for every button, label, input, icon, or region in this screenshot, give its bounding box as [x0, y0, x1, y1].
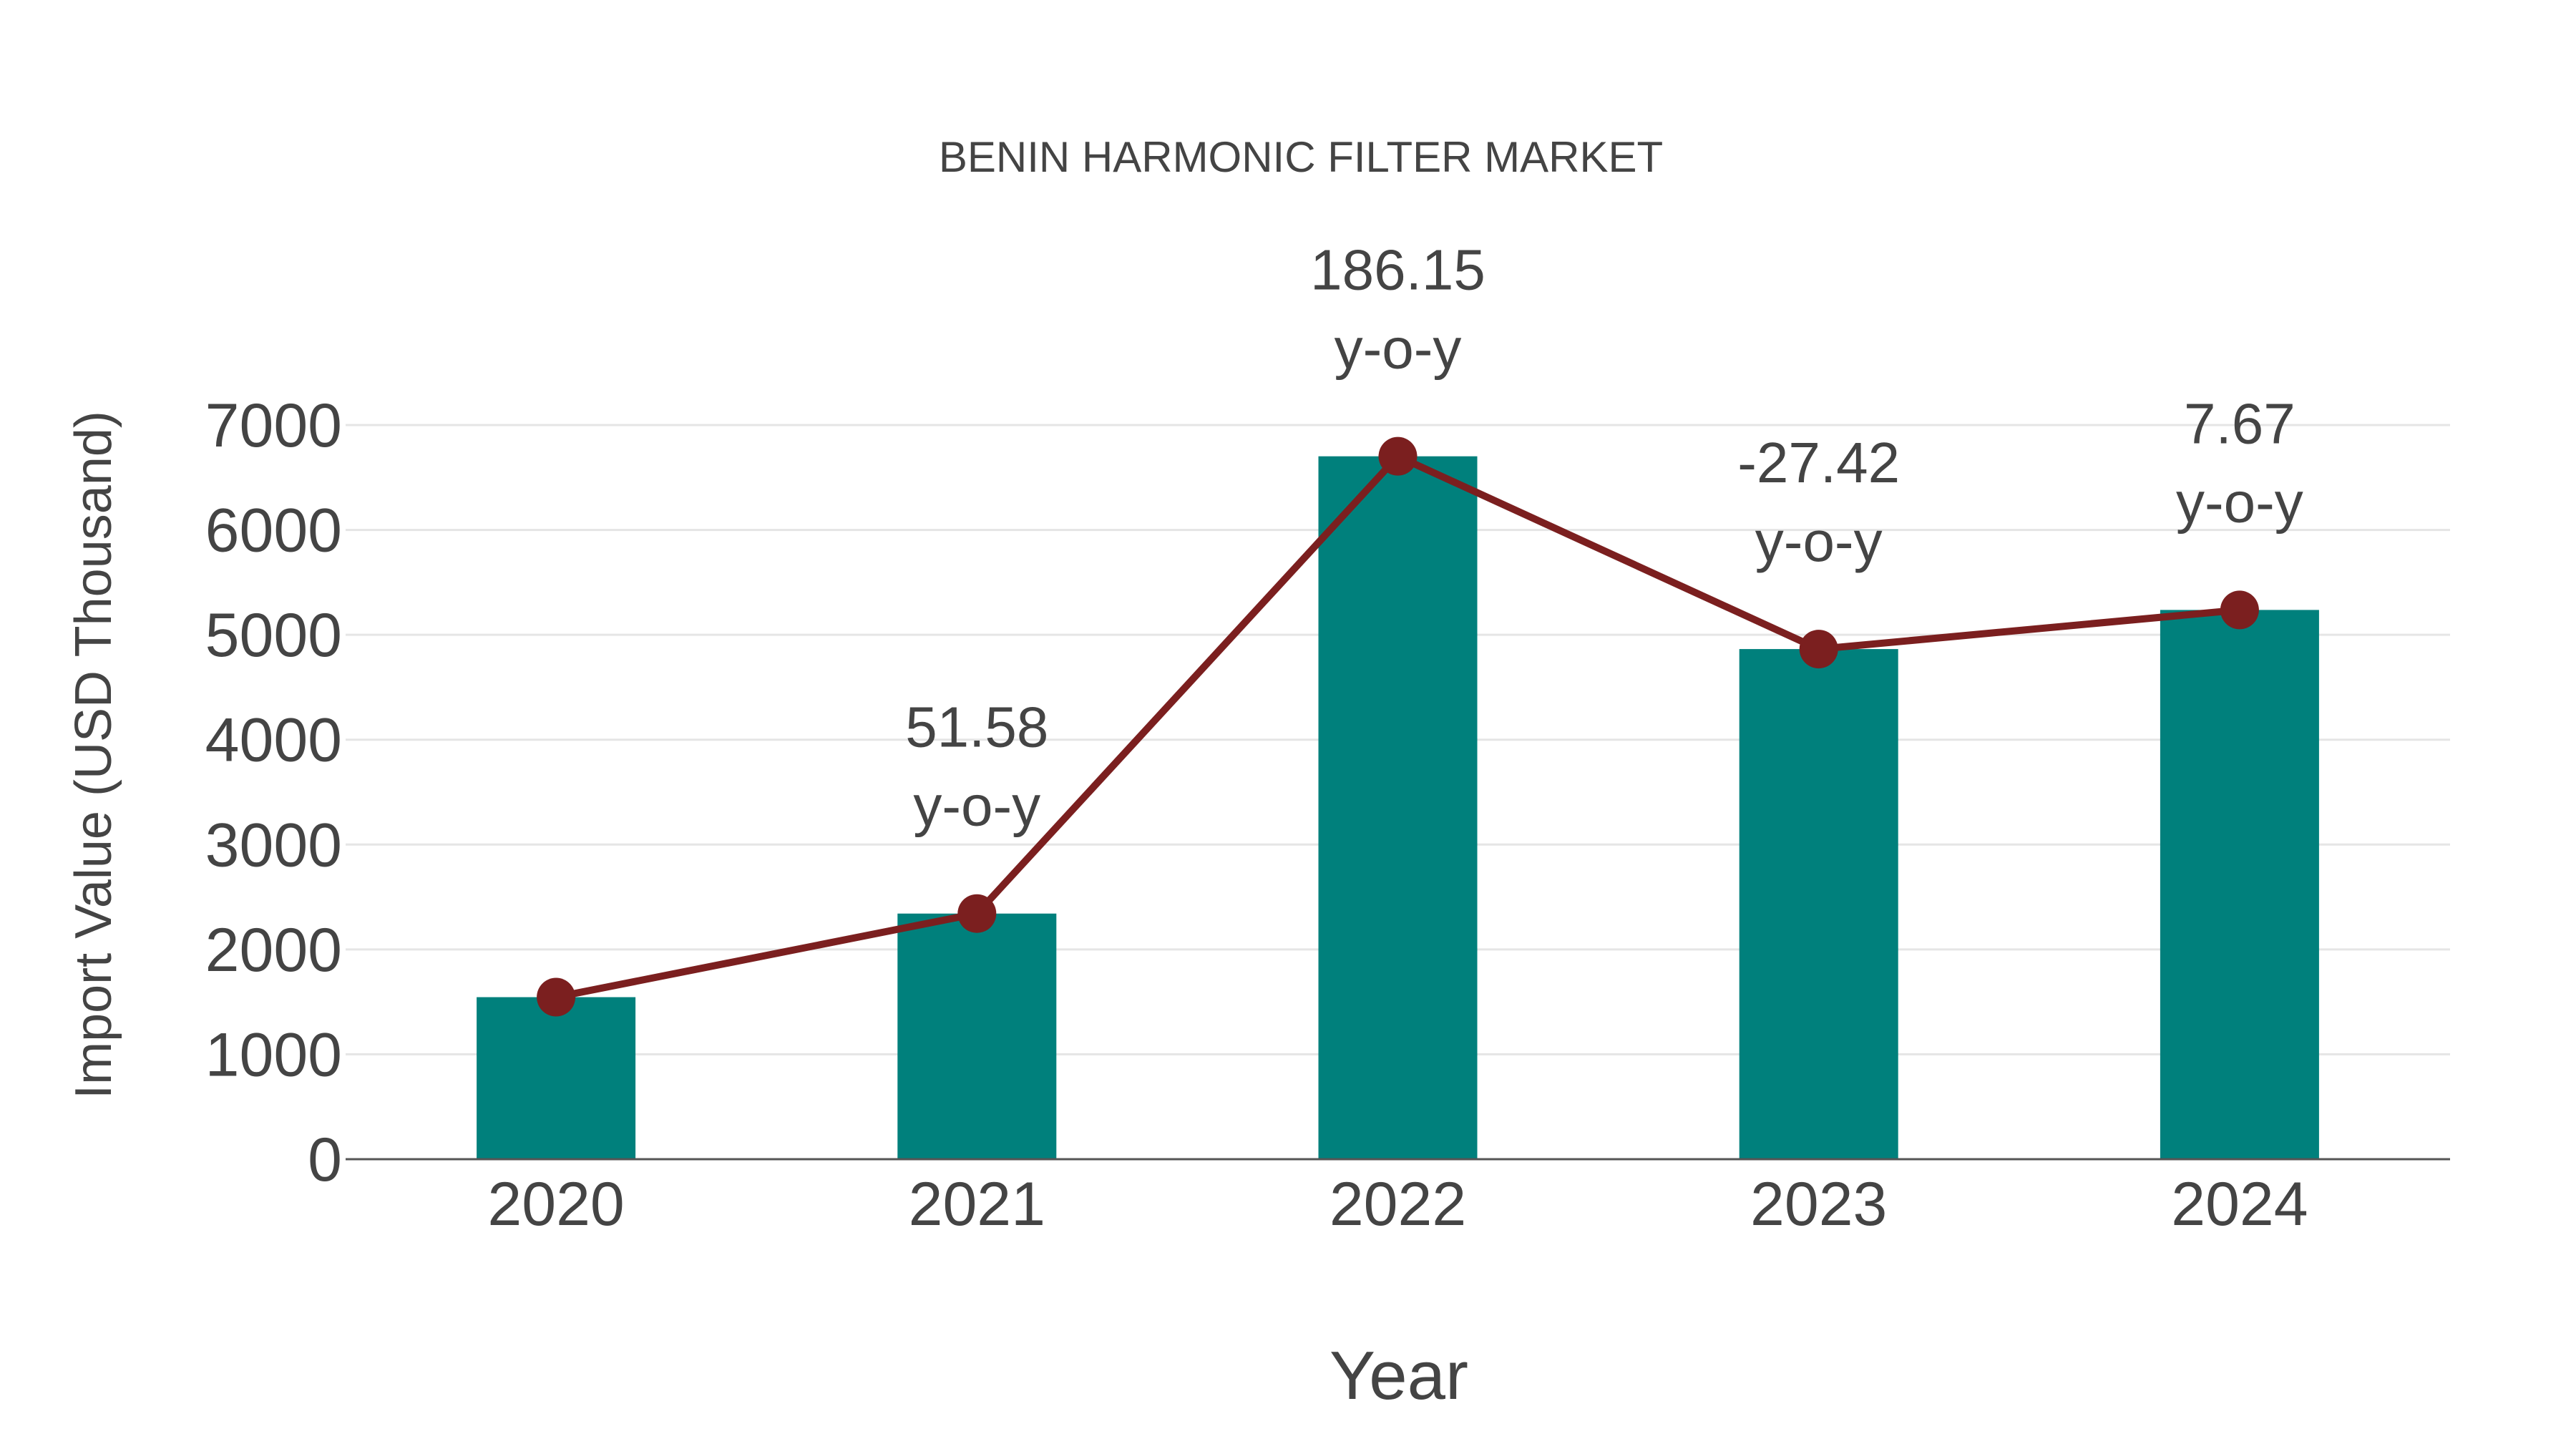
y-axis-ticks: 0 1000 2000 3000 4000 5000 6000 7000	[205, 391, 342, 1194]
yoy-value: 7.67	[2184, 391, 2296, 455]
yoy-value: -27.42	[1737, 431, 1900, 494]
bar-2024	[2160, 610, 2319, 1159]
yoy-suffix: y-o-y	[2176, 470, 2303, 534]
x-tick-label: 2023	[1750, 1170, 1887, 1239]
bar-2020	[477, 997, 636, 1159]
data-point-marker	[957, 894, 997, 933]
x-tick-label: 2020	[487, 1170, 624, 1239]
y-tick-label: 3000	[205, 811, 342, 879]
yoy-suffix: y-o-y	[913, 774, 1040, 838]
y-tick-label: 0	[308, 1126, 342, 1194]
y-tick-label: 2000	[205, 916, 342, 985]
bar-2021	[897, 913, 1057, 1159]
data-point-marker	[537, 977, 576, 1017]
yoy-suffix: y-o-y	[1335, 317, 1462, 381]
bar-series	[477, 456, 2319, 1159]
bar-2023	[1739, 649, 1898, 1159]
y-axis-title: Import Value (USD Thousand)	[65, 411, 122, 1099]
x-tick-label: 2021	[909, 1170, 1045, 1239]
data-point-marker	[2220, 590, 2259, 630]
yoy-suffix: y-o-y	[1755, 509, 1883, 573]
data-point-marker	[1378, 436, 1418, 476]
yoy-annotations: 51.58 y-o-y 186.15 y-o-y -27.42 y-o-y 7.67 y-o-…	[905, 238, 2303, 838]
y-tick-label: 5000	[205, 601, 342, 670]
y-tick-label: 7000	[205, 391, 342, 460]
bar-2022	[1318, 456, 1478, 1159]
y-tick-label: 1000	[205, 1020, 342, 1089]
x-axis-title: Year	[1330, 1337, 1468, 1414]
chart-title: BENIN HARMONIC FILTER MARKET	[939, 133, 1663, 181]
x-tick-label: 2024	[2171, 1170, 2308, 1239]
y-tick-label: 4000	[205, 706, 342, 775]
y-tick-label: 6000	[205, 497, 342, 565]
yoy-value: 51.58	[905, 696, 1048, 759]
line-series	[537, 436, 2259, 1017]
yoy-value: 186.15	[1310, 238, 1485, 302]
x-axis-ticks: 2020 2021 2022 2023 2024	[487, 1170, 2308, 1239]
data-point-marker	[1799, 630, 1838, 669]
x-tick-label: 2022	[1330, 1170, 1466, 1239]
